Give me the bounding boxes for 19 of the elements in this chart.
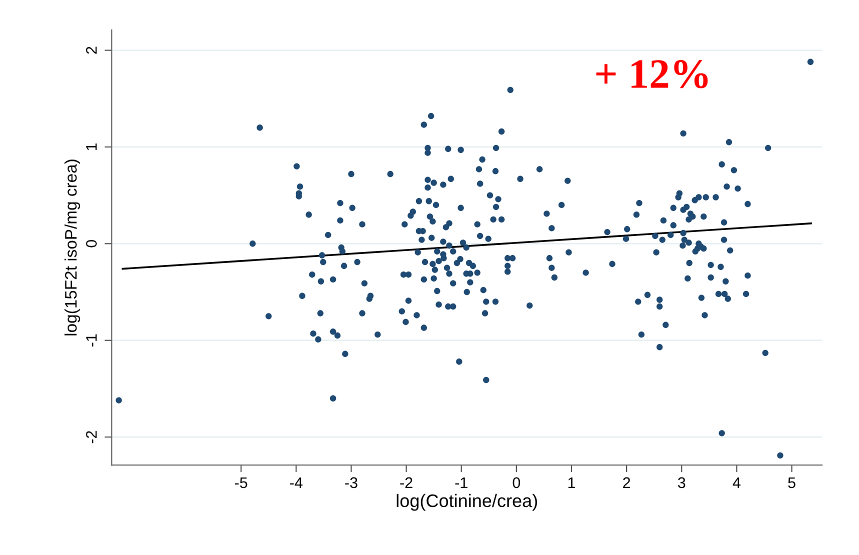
x-tick-label: -3 bbox=[345, 477, 358, 488]
x-axis-title: log(Cotinine/crea) bbox=[396, 494, 538, 511]
x-tick-label: -5 bbox=[234, 477, 248, 488]
x-tick-label: 3 bbox=[678, 477, 686, 488]
x-tick-label: -4 bbox=[290, 477, 302, 488]
x-tick-label: 4 bbox=[732, 477, 741, 488]
x-tick-label: 1 bbox=[568, 477, 575, 488]
x-tick-label: 5 bbox=[788, 477, 796, 488]
y-tick-label: -1 bbox=[86, 334, 97, 346]
y-axis-title: log(15F2t isoP/mg crea) bbox=[64, 160, 80, 336]
y-tick-label: -2 bbox=[86, 431, 97, 444]
x-tick-label: -2 bbox=[400, 477, 412, 488]
y-tick-label: 0 bbox=[86, 240, 97, 248]
x-tick-label: -1 bbox=[455, 477, 468, 488]
y-tick-label: 1 bbox=[86, 143, 97, 150]
annotation: + 12% bbox=[596, 60, 708, 88]
x-tick-label: 2 bbox=[623, 477, 630, 488]
x-tick-label: 0 bbox=[512, 477, 520, 488]
y-tick-label: 2 bbox=[86, 46, 97, 54]
